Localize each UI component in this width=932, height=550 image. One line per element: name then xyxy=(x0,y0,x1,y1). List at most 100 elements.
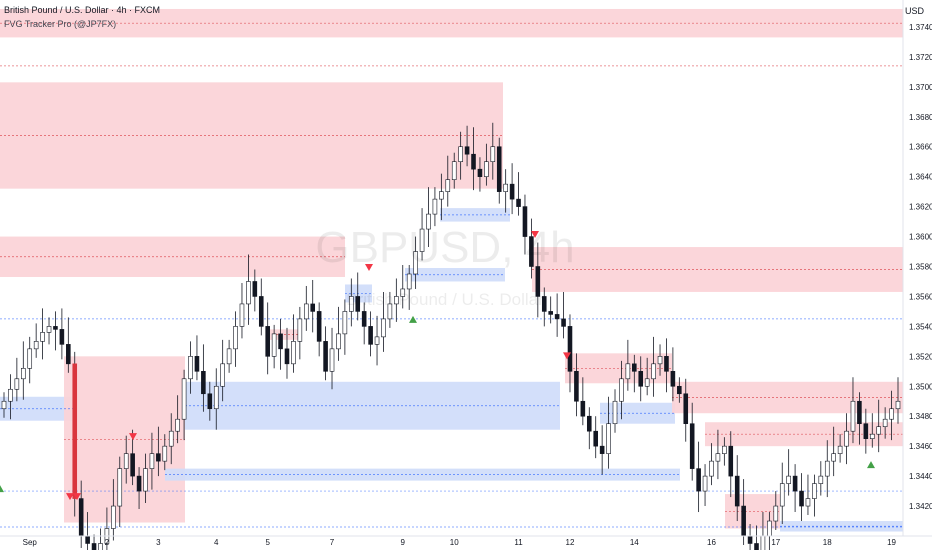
bearish-candle xyxy=(156,426,161,477)
candle-body xyxy=(516,198,521,207)
candle-body xyxy=(484,161,489,177)
bearish-signal-marker xyxy=(73,493,81,501)
candle-body xyxy=(239,303,245,327)
bearish-candle xyxy=(310,279,316,333)
candle-body xyxy=(278,333,283,350)
candle-body xyxy=(213,385,219,410)
candle-body xyxy=(445,179,451,192)
bullish-candle xyxy=(213,368,219,430)
bullish-candle xyxy=(625,339,631,391)
candle-body xyxy=(27,348,33,369)
candle-body xyxy=(201,371,206,395)
bullish-candle xyxy=(406,265,412,310)
bullish-candle xyxy=(271,324,277,369)
price-tick-label: 1.37200 xyxy=(909,53,932,62)
candle-body xyxy=(458,146,463,162)
time-tick-label: 18 xyxy=(823,538,832,547)
candle-body xyxy=(188,356,193,380)
candle-body xyxy=(824,460,830,477)
bearish-candle xyxy=(252,269,258,312)
bullish-candle xyxy=(413,236,418,289)
indicator-label[interactable]: FVG Tracker Pro (@JP7FX) xyxy=(4,19,117,29)
time-tick-label: 4 xyxy=(214,538,219,547)
candle-body xyxy=(728,445,734,477)
price-tick-label: 1.35600 xyxy=(909,292,932,301)
bearish-candle xyxy=(464,125,470,167)
bullish-candle xyxy=(831,426,836,477)
price-tick-label: 1.34200 xyxy=(909,502,932,511)
bullish-candle xyxy=(381,291,386,352)
candle-body xyxy=(194,356,200,372)
bearish-candle xyxy=(541,287,547,327)
bearish-candle xyxy=(284,327,290,379)
candle-body xyxy=(574,371,579,402)
candle-body xyxy=(349,296,354,312)
bearish-signal-marker xyxy=(365,264,373,271)
candle-body xyxy=(509,183,515,200)
candle-body xyxy=(599,445,605,454)
bullish-candle xyxy=(349,278,354,327)
candle-body xyxy=(882,418,888,428)
bullish-candle xyxy=(220,339,225,402)
price-tick-label: 1.35000 xyxy=(909,382,932,391)
currency-label[interactable]: USD xyxy=(904,6,924,16)
bullish-candle xyxy=(869,413,875,448)
time-tick-label: 2 xyxy=(105,538,110,547)
bullish-candle xyxy=(400,265,406,309)
candle-body xyxy=(130,453,135,477)
candle-body xyxy=(66,344,71,365)
candle-body xyxy=(696,468,701,492)
bull-fvg-zone xyxy=(440,208,510,222)
bullish-candle xyxy=(291,314,296,373)
time-tick-label: 17 xyxy=(771,538,780,547)
bullish-candle xyxy=(895,377,901,424)
bullish-candle xyxy=(439,173,444,221)
candle-body xyxy=(722,445,727,454)
bearish-candle xyxy=(368,311,373,357)
bullish-candle xyxy=(387,291,393,328)
candle-body xyxy=(709,460,714,477)
bearish-candle xyxy=(754,525,759,550)
bullish-candle xyxy=(876,399,881,453)
candle-body xyxy=(644,378,650,387)
bearish-candle xyxy=(689,402,695,481)
candle-body xyxy=(265,326,270,357)
bearish-candle xyxy=(599,425,605,475)
candle-body xyxy=(895,400,901,410)
bullish-candle xyxy=(445,155,451,207)
candle-body xyxy=(651,363,656,380)
candle-body xyxy=(117,468,123,507)
candle-body xyxy=(46,326,52,333)
time-axis[interactable]: Sep234579101112141617181921232425262830O… xyxy=(23,538,932,547)
bearish-candle xyxy=(548,296,553,324)
bearish-candle xyxy=(593,416,599,459)
candle-body xyxy=(632,363,637,372)
candle-body xyxy=(464,146,470,155)
bearish-candle xyxy=(516,172,521,216)
price-axis[interactable]: 1.37400 1.37200 1.37000 1.36800 1.36600 1.364… xyxy=(909,23,932,511)
candle-body xyxy=(53,326,58,330)
candle-body xyxy=(638,371,644,387)
bearish-signal-marker xyxy=(531,231,539,239)
bullish-signal-marker xyxy=(867,461,875,469)
candle-body xyxy=(381,318,386,338)
bullish-candle xyxy=(844,413,849,465)
candle-body xyxy=(297,318,303,342)
bearish-candle xyxy=(728,431,734,498)
candle-body xyxy=(426,213,431,230)
bullish-candle xyxy=(239,282,245,339)
bullish-candle xyxy=(715,429,721,480)
candle-body xyxy=(850,400,856,432)
candle-body xyxy=(374,336,380,345)
candle-body xyxy=(21,368,26,380)
candle-body xyxy=(342,311,348,335)
candle-body xyxy=(291,341,296,365)
symbol-title[interactable]: British Pound / U.S. Dollar · 4h · FXCM xyxy=(4,5,161,15)
bullish-candle xyxy=(702,464,708,507)
bullish-candle xyxy=(27,336,33,384)
candle-body xyxy=(734,475,740,507)
candle-body xyxy=(786,475,791,484)
candle-body xyxy=(387,303,393,320)
time-tick-label: 3 xyxy=(156,538,161,547)
